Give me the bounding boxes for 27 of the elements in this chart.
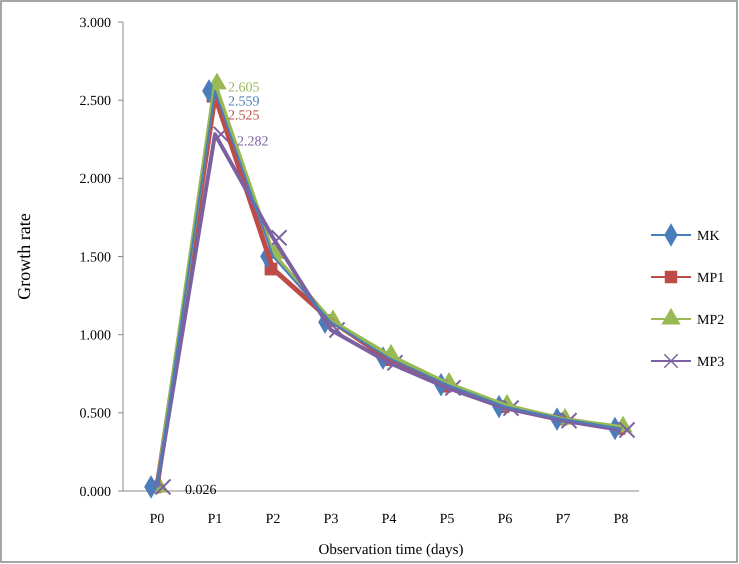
x-tick-label: P1 [208,512,222,527]
x-tick-label: P7 [556,512,570,527]
x-tick-label: P0 [150,512,164,527]
annotation: 0.026 [185,482,216,498]
legend-label: MP1 [697,270,724,286]
y-tick-label: 2.500 [80,94,111,110]
x-tick-label: P5 [440,512,454,527]
x-tick-label: P3 [324,512,338,527]
y-tick-label: 0.500 [80,406,111,422]
annotation: 2.525 [228,108,260,124]
y-tick-label: 3.000 [80,16,111,31]
x-tick-label: P4 [382,512,396,527]
legend-label: MK [697,228,720,244]
annotation: 2.559 [228,94,260,110]
x-tick-label: P8 [614,512,628,527]
y-tick-label: 0.000 [80,484,111,500]
x-tick-label: P2 [266,512,280,527]
y-axis-title: Growth rate [14,213,34,300]
legend-label: MP2 [697,312,724,328]
x-tick-label: P6 [498,512,512,527]
annotation: 2.282 [237,134,268,150]
y-tick-label: 1.500 [80,250,111,266]
legend-label: MP3 [697,354,724,370]
x-axis-title: Observation time (days) [318,542,464,558]
y-tick-label: 1.000 [80,328,111,344]
y-tick-label: 2.000 [80,172,111,188]
annotation: 2.605 [228,80,260,96]
